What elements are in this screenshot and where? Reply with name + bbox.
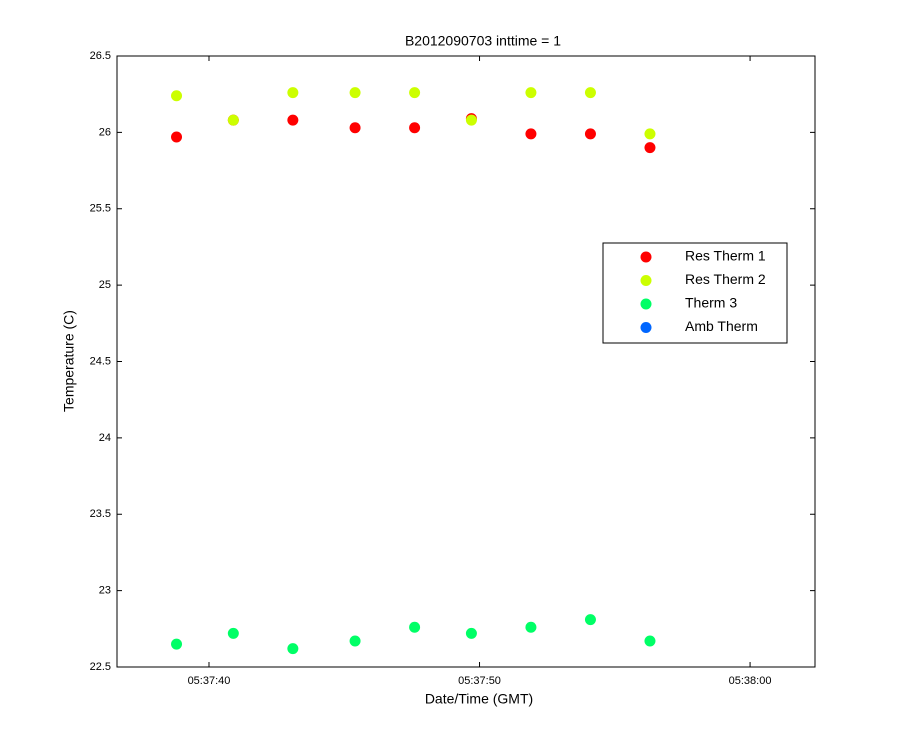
point: [525, 621, 537, 633]
point: [227, 114, 239, 126]
legend-label: Res Therm 1: [685, 248, 766, 264]
y-tick-label: 25: [99, 279, 111, 291]
point: [171, 90, 183, 102]
point: [349, 635, 361, 647]
point: [584, 614, 596, 626]
point: [644, 128, 656, 140]
y-tick-label: 22.5: [90, 661, 111, 673]
x-tick-label: 05:37:40: [188, 675, 231, 687]
point: [409, 621, 421, 633]
point: [227, 627, 239, 639]
legend-marker: [640, 322, 652, 333]
point: [465, 627, 477, 639]
point: [287, 114, 299, 126]
point: [349, 122, 361, 134]
point: [287, 643, 299, 655]
point: [409, 87, 421, 99]
legend-label: Res Therm 2: [685, 271, 766, 287]
chart-title: B2012090703 inttime = 1: [405, 33, 561, 49]
y-tick-label: 23.5: [90, 508, 111, 520]
y-tick-label: 24.5: [90, 355, 111, 367]
point: [525, 128, 537, 140]
point: [349, 87, 361, 99]
point: [171, 131, 183, 143]
y-tick-label: 25.5: [90, 203, 111, 215]
point: [525, 87, 537, 99]
y-tick-label: 23: [99, 585, 111, 597]
legend-marker: [640, 275, 652, 286]
point: [465, 114, 477, 126]
x-axis-label: Date/Time (GMT): [425, 691, 533, 707]
point: [644, 635, 656, 647]
y-tick-label: 26: [99, 126, 111, 138]
point: [644, 142, 656, 154]
y-tick-label: 24: [99, 432, 111, 444]
legend-box: [602, 242, 788, 344]
point: [584, 128, 596, 140]
point: [287, 87, 299, 99]
legend-marker: [640, 251, 652, 263]
x-tick-label: 05:37:50: [458, 675, 501, 687]
plot-area: [116, 55, 816, 668]
point: [584, 87, 596, 99]
point: [409, 122, 421, 134]
x-tick-label: 05:38:00: [729, 675, 772, 687]
y-tick-label: 26.5: [90, 50, 111, 62]
legend-label: Therm 3: [685, 295, 737, 311]
y-axis-label: Temperature (C): [61, 310, 77, 412]
legend-label: Amb Therm: [685, 318, 758, 334]
legend-marker: [640, 298, 652, 310]
point: [171, 638, 183, 650]
